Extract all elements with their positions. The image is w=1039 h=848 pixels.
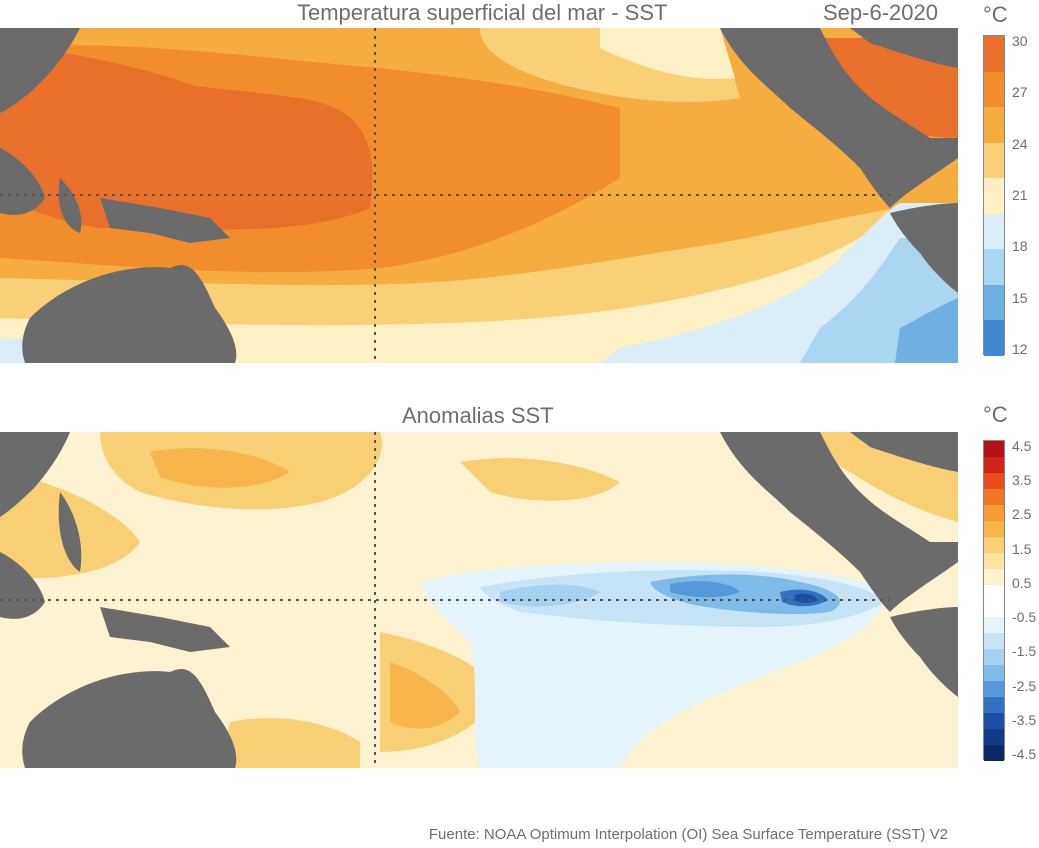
anomaly-colorbar-segment — [984, 569, 1004, 585]
anomaly-colorbar-segment — [984, 713, 1004, 729]
sst-colorbar-segment — [984, 284, 1004, 321]
sst-colorbar-segment — [984, 36, 1004, 72]
sst-map — [0, 28, 958, 363]
sst-colorbar — [983, 35, 1005, 356]
anomaly-colorbar-segment — [984, 505, 1004, 521]
anomaly-colorbar-segment — [984, 649, 1004, 665]
anomaly-colorbar — [983, 440, 1005, 761]
anomaly-colorbar-segment — [984, 585, 1004, 601]
anomaly-colorbar-segment — [984, 489, 1004, 505]
sst-colorbar-tick-label: 18 — [1012, 238, 1028, 255]
anomaly-colorbar-segment — [984, 521, 1004, 537]
sst-colorbar-segment — [984, 142, 1004, 179]
sst-colorbar-segment — [984, 107, 1004, 143]
sst-colorbar-tick-label: 15 — [1012, 289, 1028, 306]
anomaly-colorbar-segment — [984, 681, 1004, 697]
anomaly-colorbar-segment — [984, 553, 1004, 569]
anomaly-colorbar-tick-label: 0.5 — [1012, 574, 1032, 591]
anomaly-colorbar-segment — [984, 633, 1004, 649]
sst-land — [0, 28, 958, 363]
source-footer: Fuente: NOAA Optimum Interpolation (OI) … — [428, 826, 948, 843]
anomaly-colorbar-tick-label: -4.5 — [1012, 746, 1037, 762]
anomaly-reference-lines — [0, 432, 890, 768]
sst-colorbar-segment — [984, 320, 1004, 356]
sst-map-svg — [0, 28, 958, 363]
anomaly-colorbar-tick-label: -2.5 — [1012, 677, 1037, 694]
sst-colorbar-tick-label: 27 — [1012, 84, 1028, 101]
sst-title: Temperatura superficial del mar - SST — [297, 0, 668, 25]
anomaly-colorbar-tick-label: 4.5 — [1012, 438, 1032, 454]
sst-colorbar-segment — [984, 213, 1004, 250]
anomaly-colorbar-segment — [984, 473, 1004, 489]
sst-colorbar-segment — [984, 178, 1004, 214]
anomaly-unit-label: °C — [983, 402, 1008, 427]
sst-colorbar-tick-label: 12 — [1012, 341, 1028, 357]
sst-colorbar-tick-label: 21 — [1012, 187, 1028, 203]
anomaly-colorbar-segment — [984, 729, 1004, 745]
anomaly-colorbar-tick-label: -0.5 — [1012, 609, 1037, 626]
sst-colorbar-segment — [984, 249, 1004, 285]
sst-colorbar-tick-label: 30 — [1012, 33, 1028, 49]
anomaly-colorbar-segment — [984, 745, 1004, 761]
anomaly-colorbar-segment — [984, 697, 1004, 713]
anomaly-colorbar-segment — [984, 617, 1004, 633]
sst-date: Sep-6-2020 — [823, 0, 938, 25]
anomaly-colorbar-segment — [984, 665, 1004, 681]
anomaly-title: Anomalias SST — [402, 403, 554, 428]
anomaly-colorbar-tick-label: -3.5 — [1012, 711, 1037, 728]
sst-unit-label: °C — [983, 2, 1008, 27]
anomaly-map — [0, 432, 958, 768]
anomaly-colorbar-tick-label: -1.5 — [1012, 643, 1037, 660]
sst-colorbar-segment — [984, 71, 1004, 108]
anomaly-colorbar-tick-label: 1.5 — [1012, 540, 1032, 557]
anomaly-colorbar-segment — [984, 441, 1004, 457]
anomaly-colorbar-segment — [984, 457, 1004, 473]
anomaly-land — [0, 432, 958, 768]
anomaly-colorbar-segment — [984, 537, 1004, 553]
anomaly-map-svg — [0, 432, 958, 768]
sst-colorbar-tick-label: 24 — [1012, 135, 1028, 152]
anomaly-colorbar-tick-label: 3.5 — [1012, 472, 1032, 489]
anomaly-colorbar-tick-label: 2.5 — [1012, 506, 1032, 523]
anomaly-colorbar-segment — [984, 601, 1004, 617]
